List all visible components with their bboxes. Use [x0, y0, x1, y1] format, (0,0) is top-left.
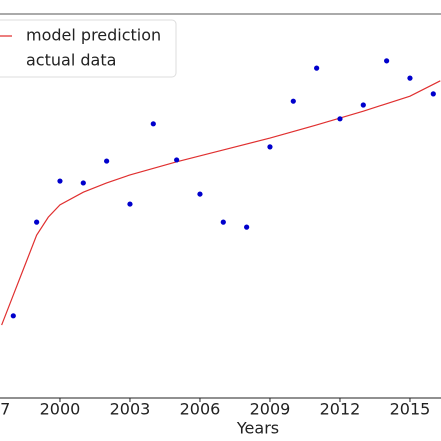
legend-label: actual data — [26, 51, 116, 70]
data-point — [360, 102, 366, 108]
data-point — [57, 178, 63, 184]
data-point — [314, 65, 320, 71]
model-line — [1, 80, 441, 326]
x-tick-label: 2015 — [390, 400, 431, 419]
x-axis-label: Years — [236, 419, 279, 438]
data-point — [220, 219, 226, 225]
x-tick-label: 2009 — [250, 400, 291, 419]
data-point — [290, 98, 296, 104]
data-point — [244, 224, 250, 230]
x-tick-label: 1997 — [0, 400, 10, 419]
data-point — [430, 91, 436, 97]
data-point — [407, 75, 413, 81]
x-tick-label: 2000 — [40, 400, 81, 419]
data-point — [104, 158, 110, 164]
data-point — [174, 157, 180, 163]
data-point — [80, 180, 86, 186]
legend-label: model prediction — [26, 26, 161, 45]
data-point — [34, 219, 40, 225]
x-tick-label: 2012 — [320, 400, 361, 419]
data-point — [127, 201, 133, 207]
legend-box — [0, 19, 177, 78]
data-point — [150, 121, 156, 127]
data-point — [10, 313, 16, 319]
data-point — [384, 58, 390, 64]
data-point — [337, 116, 343, 122]
x-tick-label: 2006 — [180, 400, 221, 419]
data-point — [197, 191, 203, 197]
x-tick-label: 2003 — [110, 400, 151, 419]
data-point — [267, 144, 273, 150]
